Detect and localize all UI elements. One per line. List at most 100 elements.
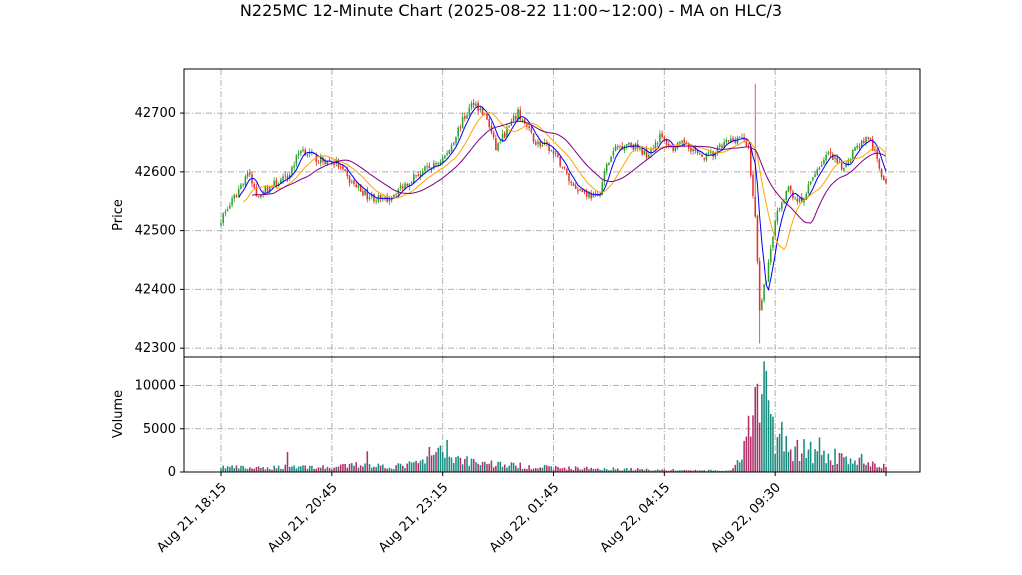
volume-bar <box>672 469 674 472</box>
candle-body <box>874 149 876 151</box>
candle-body <box>244 176 247 186</box>
volume-bar <box>262 467 264 472</box>
volume-bar <box>408 461 411 472</box>
candle-body <box>703 158 706 160</box>
volume-bar <box>339 464 342 472</box>
candle-body <box>845 163 847 168</box>
candle-body <box>452 142 455 145</box>
volume-bar <box>858 457 861 472</box>
candle-body <box>428 165 431 169</box>
volume-bar <box>885 466 887 472</box>
volume-bar <box>404 468 406 472</box>
candle-body <box>393 194 395 198</box>
volume-bar <box>685 470 688 472</box>
volume-bar <box>829 460 832 472</box>
volume-bar <box>439 445 442 472</box>
volume-bar <box>663 469 666 472</box>
volume-bar <box>466 456 468 472</box>
volume-bar <box>388 467 391 472</box>
candle-body <box>282 176 284 181</box>
volume-bar <box>683 469 686 472</box>
candle-body <box>515 116 517 120</box>
candle-body <box>754 196 756 217</box>
candle-body <box>386 196 389 203</box>
candle-body <box>448 150 451 155</box>
candle-body <box>763 284 765 301</box>
volume-bar <box>579 469 581 472</box>
volume-bar <box>317 467 320 472</box>
volume-bar <box>370 467 373 472</box>
candle-body <box>373 194 375 202</box>
volume-bar <box>470 458 473 472</box>
volume-grid <box>184 357 920 473</box>
candle-body <box>767 262 770 282</box>
candle-body <box>725 139 728 143</box>
volume-bar <box>306 468 309 472</box>
volume-bar <box>674 470 677 472</box>
candle-body <box>475 103 477 106</box>
volume-bar <box>384 468 386 472</box>
candle-body <box>357 185 360 188</box>
candle-body <box>563 166 566 168</box>
volume-bar <box>266 467 269 472</box>
volume-bar <box>333 467 335 472</box>
volume-bar <box>645 468 648 472</box>
volume-bar <box>464 459 466 472</box>
candle-body <box>738 137 741 138</box>
x-tick-label: Aug 22, 09:30 <box>708 480 784 556</box>
candle-body <box>778 208 781 210</box>
volume-bar <box>326 466 329 472</box>
candle-body <box>304 149 307 156</box>
volume-bar <box>738 462 741 472</box>
x-axis-ticks: Aug 21, 18:15 Aug 21, 20:45 Aug 21, 23:15 A… <box>154 472 887 556</box>
volume-bar <box>231 465 233 472</box>
candle-body <box>521 120 524 121</box>
candle-body <box>415 175 417 177</box>
volume-bar <box>351 463 353 472</box>
volume-bar <box>614 469 617 472</box>
volume-bar <box>570 468 573 472</box>
volume-bar <box>246 468 249 472</box>
candle-body <box>856 145 858 148</box>
candle-body <box>745 139 748 147</box>
volume-bar <box>233 468 236 472</box>
price-tick-label: 42400 <box>135 282 176 297</box>
volume-bar <box>364 463 366 472</box>
volume-bar <box>747 415 750 472</box>
candle-body <box>692 149 694 152</box>
candle-body <box>800 197 803 203</box>
volume-bar <box>832 464 834 472</box>
volume-bar <box>854 460 856 472</box>
volume-bar <box>548 466 550 472</box>
price-tick-label: 42700 <box>135 106 176 121</box>
volume-bar <box>856 464 858 472</box>
volume-bar <box>585 466 588 472</box>
volume-bar <box>240 465 242 472</box>
candle-body <box>430 169 433 171</box>
candle-body <box>794 197 796 199</box>
candle-body <box>368 197 371 199</box>
moving-averages <box>238 105 887 291</box>
volume-bar <box>650 470 652 472</box>
volume-bar <box>300 466 302 472</box>
volume-bar <box>226 466 229 472</box>
volume-bar <box>796 440 799 472</box>
volume-bar <box>807 449 810 472</box>
volume-bar <box>667 470 670 472</box>
volume-bar <box>634 469 637 472</box>
candle-body <box>435 163 437 165</box>
volume-bar <box>552 469 555 472</box>
volume-bar <box>876 467 878 472</box>
volume-bar <box>654 470 657 472</box>
candle-body <box>583 190 586 193</box>
volume-bar <box>257 466 260 472</box>
volume-bar <box>743 440 745 472</box>
candle-body <box>464 116 466 119</box>
volume-bar <box>761 394 763 472</box>
volume-bar <box>490 460 493 472</box>
volume-bar <box>421 459 424 472</box>
volume-bar <box>488 463 490 472</box>
candle-body <box>588 192 590 198</box>
volume-bar <box>758 422 761 472</box>
